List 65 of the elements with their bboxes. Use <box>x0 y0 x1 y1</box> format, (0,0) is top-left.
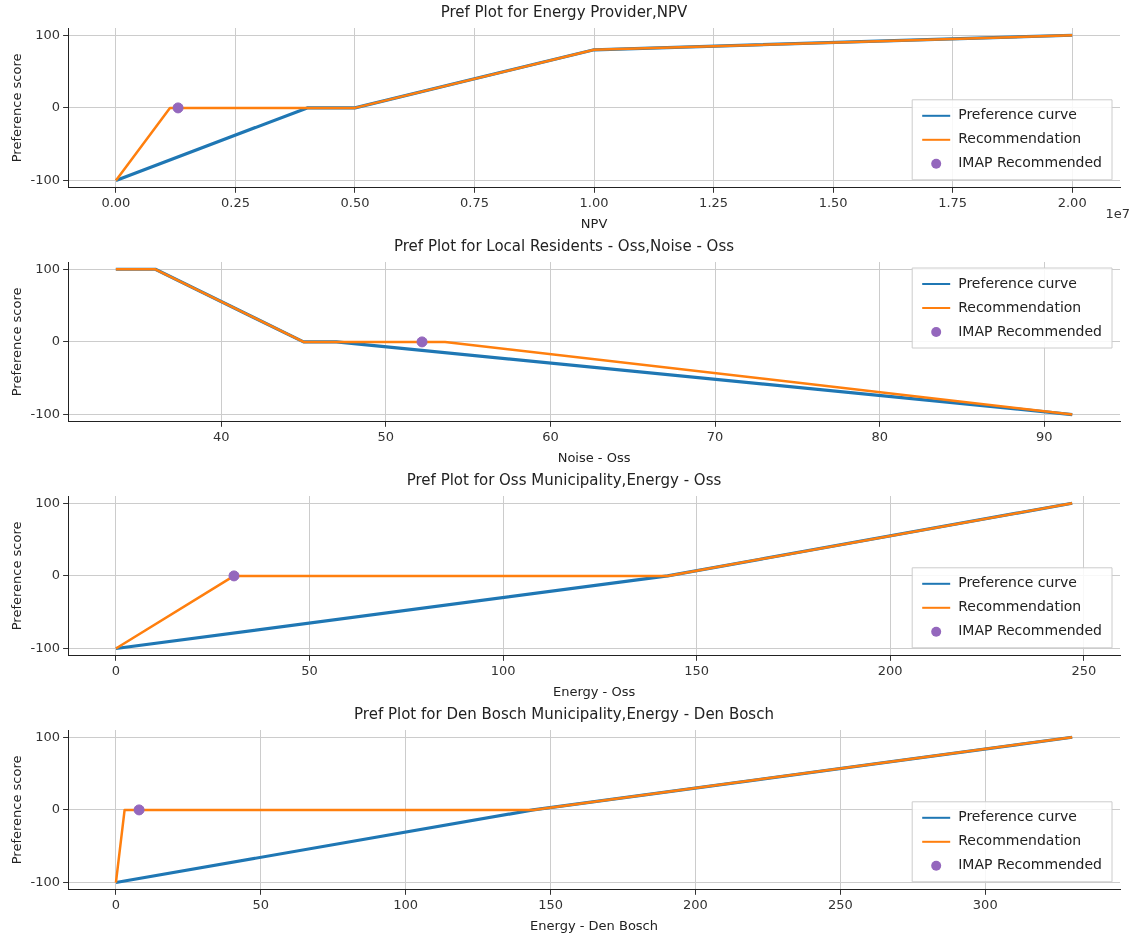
legend-label: Preference curve <box>958 274 1077 291</box>
x-tick-label: 1.50 <box>818 194 848 210</box>
y-axis-title: Preference score <box>9 521 25 631</box>
x-tick-label: 100 <box>393 896 419 912</box>
x-tick-label: 0 <box>111 662 121 678</box>
legend-label: Recommendation <box>958 598 1082 615</box>
y-tick-label: 0 <box>51 801 61 817</box>
x-tick-label: 200 <box>683 896 708 912</box>
x-tick-label: 2.00 <box>1057 194 1087 210</box>
x-tick-label: 0 <box>111 896 121 912</box>
y-tick-label: 100 <box>35 494 61 510</box>
x-tick-label: 70 <box>706 428 724 444</box>
x-axis-title: Energy - Den Bosch <box>530 917 658 933</box>
x-axis-title: NPV <box>580 215 608 231</box>
legend-label: Preference curve <box>958 574 1077 591</box>
y-axis-title: Preference score <box>9 287 25 397</box>
x-tick-label: 150 <box>538 896 563 912</box>
x-tick-label: 50 <box>377 428 395 444</box>
x-tick-label: 1.25 <box>699 194 729 210</box>
y-tick-label: -100 <box>30 405 61 421</box>
x-tick-label: 0.00 <box>101 194 131 210</box>
x-tick-label: 1.00 <box>579 194 609 210</box>
x-tick-label: 40 <box>212 428 230 444</box>
y-axis-title: Preference score <box>9 755 25 865</box>
legend-label: IMAP Recommended <box>958 856 1103 873</box>
x-tick-label: 200 <box>877 662 903 678</box>
x-axis-title: Noise - Oss <box>557 449 631 465</box>
legend-label: Preference curve <box>958 106 1077 123</box>
legend-label: IMAP Recommended <box>958 322 1103 339</box>
x-tick-label: 250 <box>1071 662 1097 678</box>
x-tick-label: 80 <box>871 428 888 444</box>
legend-label: Preference curve <box>958 808 1077 825</box>
x-tick-label: 0.25 <box>220 194 250 210</box>
legend-label: Recommendation <box>958 298 1082 315</box>
chart-title: Pref Plot for Den Bosch Municipality,Energy - Den Bosch <box>354 704 774 723</box>
x-tick-label: 0.50 <box>340 194 370 210</box>
y-tick-label: -100 <box>30 873 61 889</box>
x-tick-label: 150 <box>684 662 710 678</box>
chart-title: Pref Plot for Energy Provider,NPV <box>440 2 689 21</box>
text: 1e7 <box>1105 205 1130 221</box>
chart-title: Pref Plot for Local Residents - Oss,Noise - Oss <box>393 236 735 255</box>
x-tick-label: 50 <box>252 896 270 912</box>
chart-title: Pref Plot for Oss Municipality,Energy - Oss <box>406 470 722 489</box>
x-tick-label: 1.75 <box>938 194 968 210</box>
x-axis-title: Energy - Oss <box>552 683 636 699</box>
x-tick-label: 300 <box>972 896 998 912</box>
x-tick-label: 250 <box>827 896 853 912</box>
y-tick-label: -100 <box>30 639 61 655</box>
legend-label: IMAP Recommended <box>958 622 1103 639</box>
legend-label: Recommendation <box>958 832 1082 849</box>
y-axis-title: Preference score <box>9 53 25 163</box>
y-tick-label: 100 <box>35 728 61 744</box>
legend-label: IMAP Recommended <box>958 154 1103 171</box>
x-tick-label: 60 <box>542 428 559 444</box>
x-tick-label: 0.75 <box>460 194 489 210</box>
x-tick-label: 50 <box>301 662 318 678</box>
y-tick-label: -100 <box>30 171 61 187</box>
legend-label: Recommendation <box>958 130 1082 147</box>
y-tick-label: 100 <box>35 260 61 276</box>
y-tick-label: 0 <box>51 99 61 115</box>
x-tick-label: 90 <box>1036 428 1053 444</box>
x-tick-label: 100 <box>490 662 516 678</box>
y-tick-label: 0 <box>51 333 61 349</box>
y-tick-label: 0 <box>51 567 61 583</box>
y-tick-label: 100 <box>35 26 61 42</box>
